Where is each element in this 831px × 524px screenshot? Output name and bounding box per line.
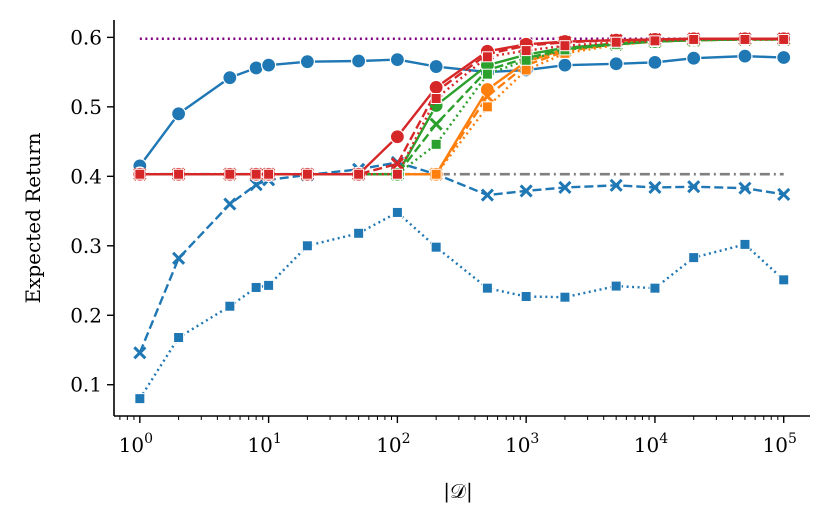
data-point-blue-circle-6 <box>351 53 367 69</box>
data-point-red-square-1 <box>173 168 185 180</box>
x-tick-label-3: 103 <box>505 431 539 457</box>
data-point-blue-circle-15 <box>737 48 753 64</box>
x-tick-label-1: 101 <box>247 431 281 457</box>
data-point-red-square-3 <box>250 168 262 180</box>
axes: 0.1 0.2 0.3 0.4 0.5 0.6 100 101 102 103 104 105 |𝒟| E… <box>21 20 810 504</box>
data-point-blue-square-0 <box>134 393 146 405</box>
y-axis-label: Expected Return <box>21 132 45 303</box>
data-point-red-square-12 <box>610 36 622 48</box>
data-point-red-square-9 <box>481 51 493 63</box>
data-point-blue-square-8 <box>430 241 442 253</box>
data-point-red-square-5 <box>301 168 313 180</box>
x-tick-label-5: 105 <box>763 431 797 457</box>
data-point-blue-circle-13 <box>647 54 663 70</box>
data-point-red-square-10 <box>520 45 532 57</box>
data-point-red-square-6 <box>353 168 365 180</box>
data-point-blue-square-16 <box>778 274 790 286</box>
y-tick-label-1: 0.2 <box>70 303 102 327</box>
data-point-blue-x-12 <box>609 178 623 192</box>
data-point-red-square-8 <box>430 93 442 105</box>
series-blue-square <box>134 206 790 405</box>
series-line-blue-x <box>138 161 784 354</box>
series-blue-circle <box>132 48 792 174</box>
data-point-blue-circle-2 <box>222 70 238 86</box>
data-point-red-square-13 <box>649 35 661 47</box>
data-point-blue-square-12 <box>610 280 622 292</box>
series-line-blue-square <box>138 211 785 400</box>
data-point-blue-circle-8 <box>428 58 444 75</box>
x-axis-label: |𝒟| <box>443 479 472 504</box>
data-point-green-x-8 <box>429 117 443 131</box>
data-point-blue-square-9 <box>481 282 493 294</box>
data-point-blue-square-7 <box>391 206 403 218</box>
data-point-blue-square-6 <box>353 227 365 239</box>
data-point-red-square-2 <box>224 168 236 180</box>
data-point-orange-square-9 <box>481 101 493 113</box>
data-point-orange-x-9 <box>480 89 494 103</box>
series-layer <box>132 31 792 405</box>
data-point-blue-x-13 <box>648 180 662 194</box>
x-tick-label-4: 104 <box>634 431 668 457</box>
data-point-blue-x-2 <box>223 197 237 211</box>
data-point-green-square-9 <box>481 68 493 80</box>
data-point-green-square-10 <box>520 54 532 66</box>
data-point-blue-circle-4 <box>261 57 277 73</box>
data-point-blue-square-14 <box>688 252 700 264</box>
data-point-blue-x-14 <box>687 180 701 194</box>
data-point-blue-x-15 <box>738 181 752 195</box>
data-point-blue-circle-12 <box>608 56 624 72</box>
data-point-blue-circle-11 <box>557 57 573 73</box>
data-point-blue-square-3 <box>250 281 262 293</box>
y-tick-label-2: 0.3 <box>70 234 102 258</box>
data-point-blue-circle-5 <box>299 54 315 70</box>
data-point-red-square-11 <box>559 40 571 52</box>
data-point-blue-square-2 <box>224 300 236 312</box>
data-point-blue-x-0 <box>133 346 147 360</box>
data-point-orange-square-8 <box>430 168 442 180</box>
y-tick-label-0: 0.1 <box>70 373 102 397</box>
data-point-blue-x-10 <box>519 184 533 198</box>
y-tick-label-4: 0.5 <box>70 95 102 119</box>
data-point-blue-square-11 <box>559 291 571 303</box>
data-point-blue-circle-16 <box>776 49 792 66</box>
data-point-blue-x-3 <box>249 178 263 192</box>
data-point-red-square-7 <box>391 168 403 180</box>
data-point-red-square-15 <box>739 33 751 45</box>
data-point-blue-x-16 <box>777 187 791 201</box>
data-point-blue-x-11 <box>558 180 572 194</box>
data-point-blue-square-1 <box>173 331 185 343</box>
data-point-blue-square-10 <box>520 291 532 303</box>
data-point-blue-circle-3 <box>248 60 264 76</box>
y-tick-label-5: 0.6 <box>70 25 102 49</box>
data-point-blue-square-4 <box>263 279 275 291</box>
data-point-blue-circle-1 <box>171 106 187 122</box>
data-point-blue-x-1 <box>172 251 186 265</box>
x-tick-label-0: 100 <box>119 431 153 457</box>
x-tick-label-2: 102 <box>376 431 410 457</box>
data-point-blue-circle-14 <box>686 50 702 66</box>
series-red-square <box>134 33 790 180</box>
data-point-blue-x-9 <box>480 188 494 202</box>
data-point-blue-square-13 <box>649 282 661 294</box>
data-point-blue-square-5 <box>301 240 313 252</box>
data-point-green-square-8 <box>430 138 442 150</box>
data-point-red-square-14 <box>688 33 700 45</box>
data-point-red-square-16 <box>778 33 790 45</box>
data-point-red-square-0 <box>134 168 146 180</box>
data-point-red-square-4 <box>263 168 275 180</box>
data-point-blue-square-15 <box>739 238 751 250</box>
data-point-blue-circle-7 <box>389 51 405 68</box>
data-point-orange-square-10 <box>520 64 532 76</box>
data-point-red-circle-7 <box>389 129 405 145</box>
y-tick-label-3: 0.4 <box>70 164 102 188</box>
